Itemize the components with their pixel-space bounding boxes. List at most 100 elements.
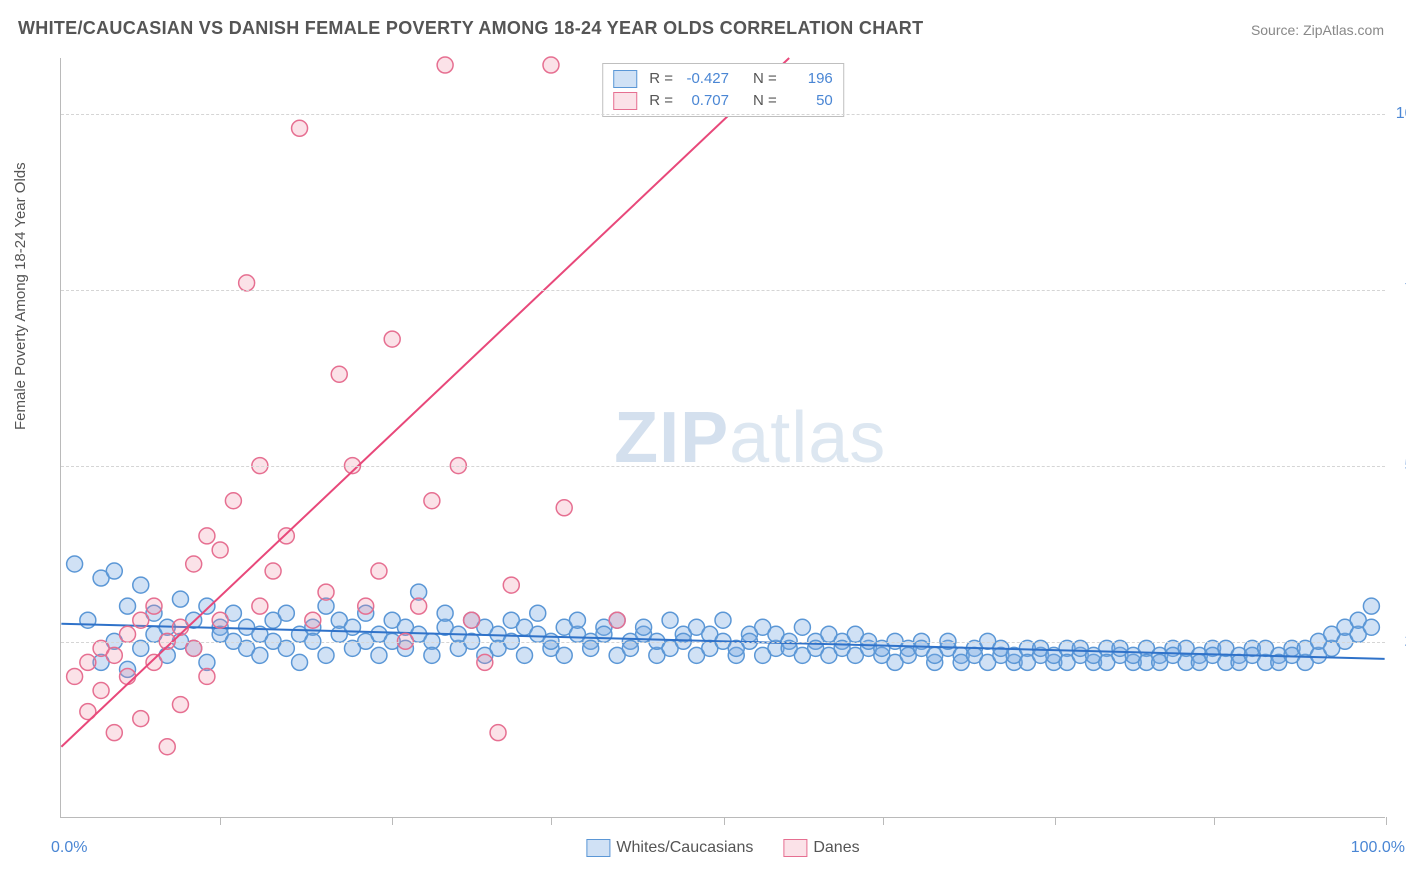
data-point (199, 598, 215, 614)
series-legend: Whites/Caucasians Danes (586, 839, 859, 857)
data-point (318, 647, 334, 663)
data-point (146, 654, 162, 670)
x-tick-mark (392, 817, 393, 825)
legend-n-label: N = (753, 90, 777, 112)
x-axis-min-label: 0.0% (51, 839, 87, 857)
data-point (133, 612, 149, 628)
data-point (344, 619, 360, 635)
data-point (437, 57, 453, 73)
stats-legend-row: R = 0.707 N = 50 (613, 90, 833, 112)
data-point (569, 612, 585, 628)
data-point (106, 725, 122, 741)
data-point (318, 584, 334, 600)
data-point (212, 612, 228, 628)
gridline (61, 290, 1385, 291)
data-point (120, 626, 136, 642)
data-point (384, 331, 400, 347)
x-tick-mark (1055, 817, 1056, 825)
data-point (609, 612, 625, 628)
y-axis-label: Female Poverty Among 18-24 Year Olds (12, 162, 29, 430)
data-point (543, 57, 559, 73)
data-point (199, 528, 215, 544)
x-tick-mark (724, 817, 725, 825)
x-tick-mark (1214, 817, 1215, 825)
data-point (133, 577, 149, 593)
data-point (411, 598, 427, 614)
data-point (424, 493, 440, 509)
plot-area: ZIPatlas R =-0.427N =196R =0.707N =50 0.… (60, 58, 1385, 818)
data-point (305, 612, 321, 628)
data-point (556, 647, 572, 663)
series-legend-label: Whites/Caucasians (616, 839, 753, 856)
data-point (556, 500, 572, 516)
legend-swatch (586, 839, 610, 857)
chart-svg (61, 58, 1385, 817)
data-point (292, 120, 308, 136)
data-point (530, 605, 546, 621)
data-point (437, 605, 453, 621)
legend-n-value: 196 (783, 68, 833, 90)
stats-legend-row: R = -0.427 N = 196 (613, 68, 833, 90)
data-point (517, 647, 533, 663)
data-point (278, 605, 294, 621)
legend-swatch (613, 70, 637, 88)
stats-legend: R = -0.427 N = 196 R = 0.707 N = 50 (602, 63, 844, 117)
data-point (1363, 598, 1379, 614)
legend-n-label: N = (753, 68, 777, 90)
data-point (477, 654, 493, 670)
data-point (358, 598, 374, 614)
x-tick-mark (883, 817, 884, 825)
series-legend-item: Whites/Caucasians (586, 839, 753, 857)
data-point (106, 563, 122, 579)
data-point (636, 619, 652, 635)
data-point (292, 654, 308, 670)
data-point (371, 563, 387, 579)
data-point (186, 556, 202, 572)
data-point (225, 493, 241, 509)
chart-title: WHITE/CAUCASIAN VS DANISH FEMALE POVERTY… (18, 18, 923, 39)
source-label: Source: ZipAtlas.com (1251, 22, 1384, 38)
data-point (80, 612, 96, 628)
data-point (794, 619, 810, 635)
legend-r-label: R = (649, 90, 673, 112)
series-legend-label: Danes (813, 839, 859, 856)
data-point (596, 626, 612, 642)
legend-r-value: -0.427 (679, 68, 729, 90)
gridline (61, 114, 1385, 115)
chart-container: WHITE/CAUCASIAN VS DANISH FEMALE POVERTY… (0, 0, 1406, 892)
x-tick-mark (1386, 817, 1387, 825)
data-point (715, 612, 731, 628)
data-point (265, 563, 281, 579)
data-point (67, 668, 83, 684)
data-point (424, 647, 440, 663)
data-point (199, 668, 215, 684)
data-point (662, 612, 678, 628)
x-tick-mark (220, 817, 221, 825)
data-point (172, 697, 188, 713)
data-point (159, 739, 175, 755)
data-point (146, 598, 162, 614)
data-point (1363, 619, 1379, 635)
data-point (212, 542, 228, 558)
data-point (133, 711, 149, 727)
data-point (93, 683, 109, 699)
data-point (464, 612, 480, 628)
data-point (490, 725, 506, 741)
series-legend-item: Danes (783, 839, 859, 857)
legend-r-label: R = (649, 68, 673, 90)
data-point (252, 647, 268, 663)
data-point (120, 598, 136, 614)
data-point (80, 654, 96, 670)
data-point (120, 668, 136, 684)
legend-n-value: 50 (783, 90, 833, 112)
x-axis-max-label: 100.0% (1351, 839, 1405, 857)
data-point (278, 528, 294, 544)
legend-r-value: 0.707 (679, 90, 729, 112)
legend-swatch (783, 839, 807, 857)
legend-swatch (613, 92, 637, 110)
data-point (67, 556, 83, 572)
data-point (331, 366, 347, 382)
y-tick-label: 100.0% (1396, 105, 1406, 123)
data-point (503, 577, 519, 593)
gridline (61, 642, 1385, 643)
